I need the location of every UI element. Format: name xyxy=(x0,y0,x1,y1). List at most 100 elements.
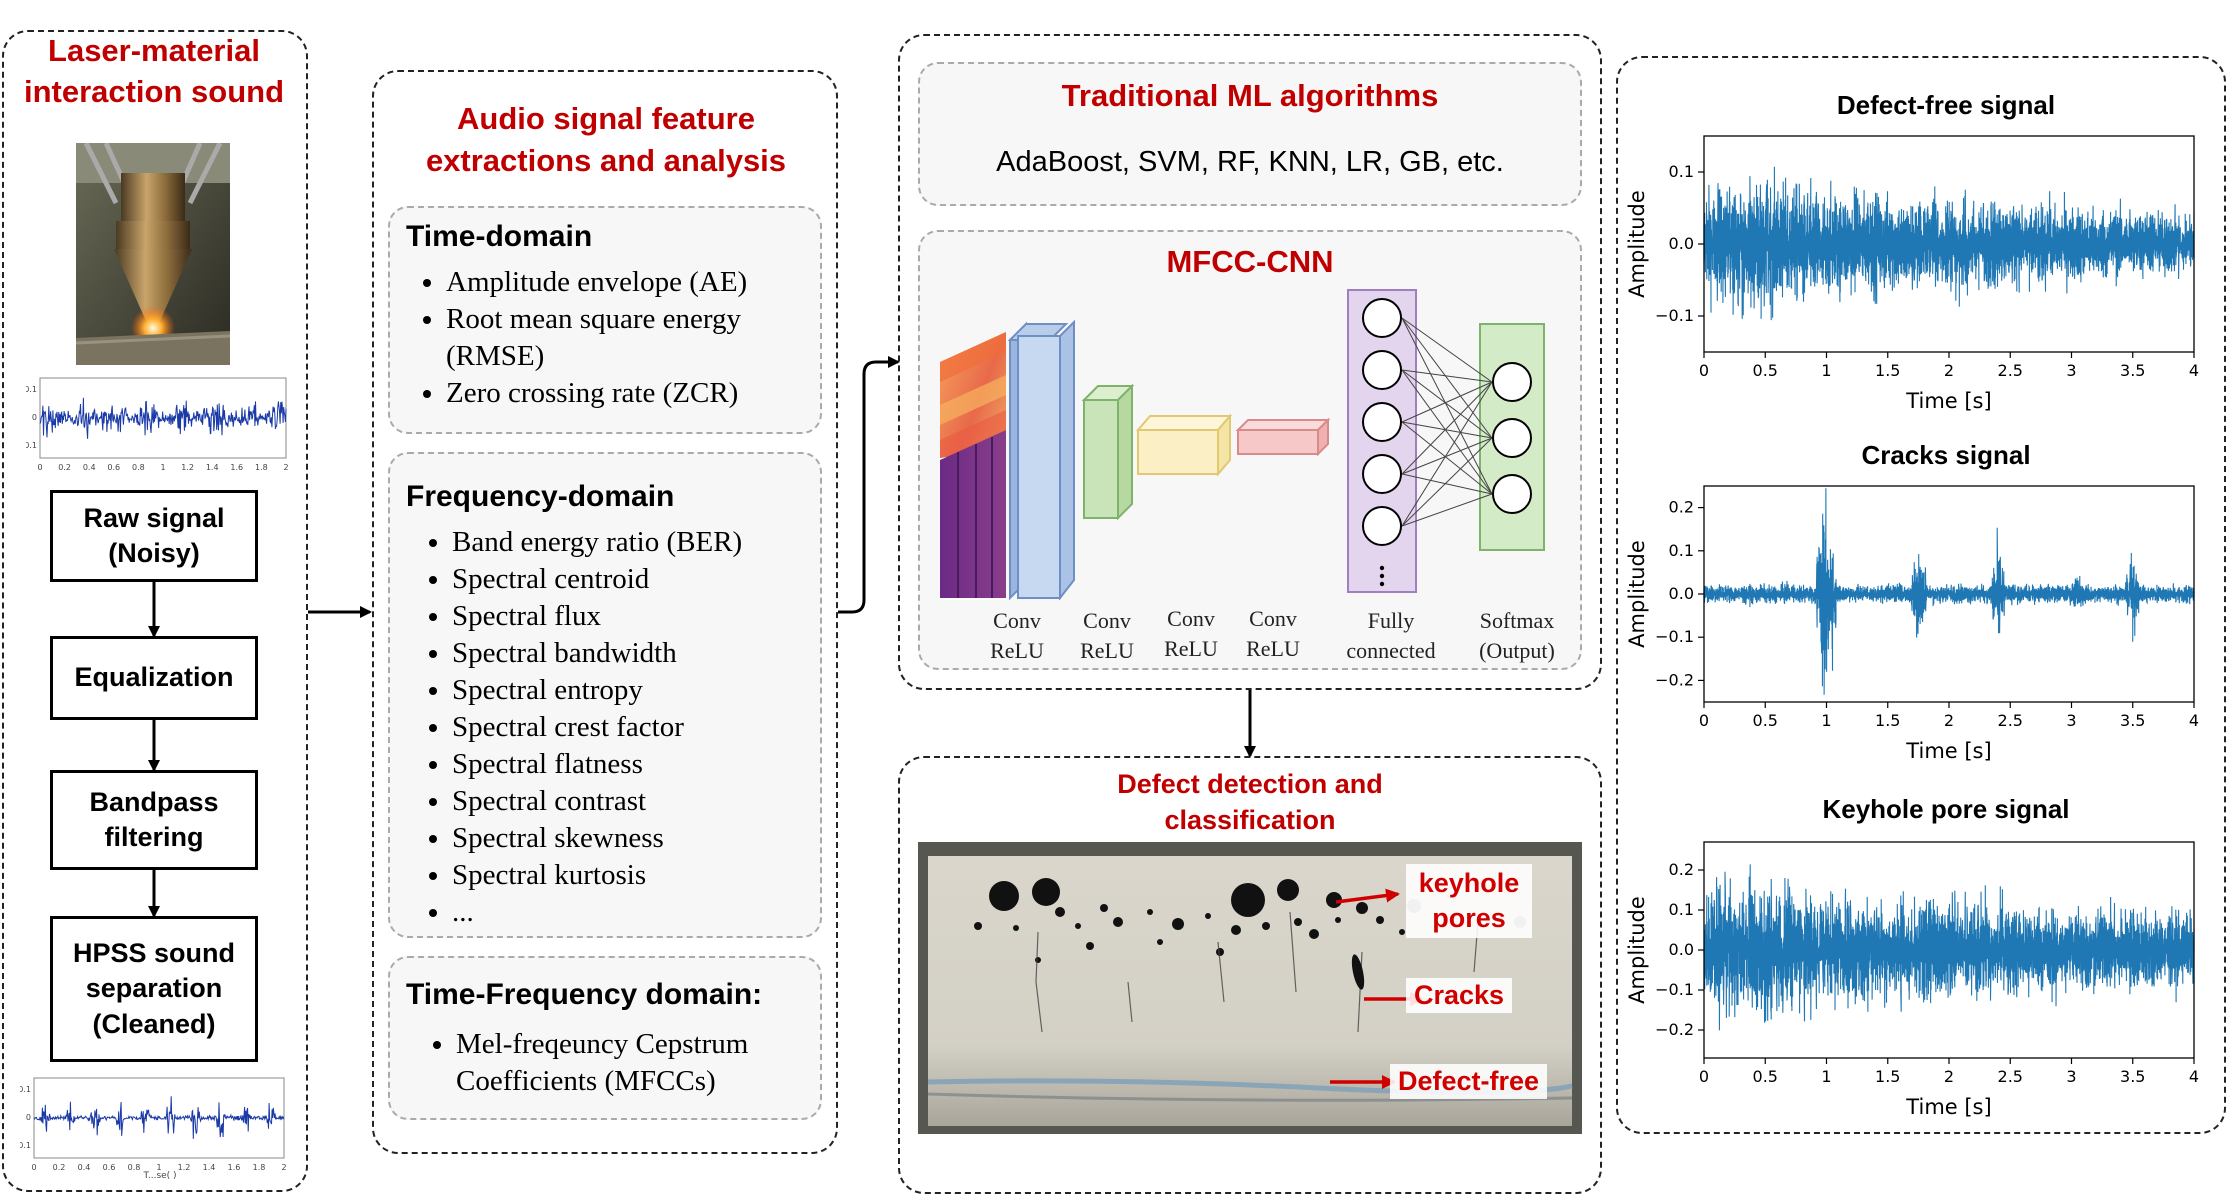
fc-ellipsis xyxy=(1379,565,1385,587)
x-tick-label: 0.5 xyxy=(1753,361,1778,380)
y-tick-label: −0.2 xyxy=(1655,1020,1694,1039)
cnn-label-conv4: Conv ReLU xyxy=(1246,606,1300,661)
thumb-y-tick: 0.1 xyxy=(20,1085,31,1094)
softmax-node xyxy=(1492,362,1532,402)
x-axis-label: Time [s] xyxy=(1905,389,1991,413)
conv-layer-3 xyxy=(1135,413,1233,477)
time-frequency-box xyxy=(388,956,822,1120)
x-tick-label: 1 xyxy=(1821,711,1831,730)
x-tick-label: 2 xyxy=(1944,361,1954,380)
thumb-x-tick: 1 xyxy=(156,1163,161,1172)
col2-title: Audio signal feature extractions and ana… xyxy=(425,101,787,178)
signal-series xyxy=(1703,166,2195,321)
fc-connection xyxy=(1401,421,1493,495)
thumb-x-tick: 0.8 xyxy=(132,463,145,472)
fc-node xyxy=(1362,454,1402,494)
step-bandpass: Bandpass filtering xyxy=(50,770,258,870)
cnn-title: MFCC-CNN xyxy=(1166,244,1334,279)
cnn-label-softmax: Softmax (Output) xyxy=(1479,608,1555,663)
thumb-y-tick: 0 xyxy=(32,413,37,422)
y-tick-label: 0.1 xyxy=(1669,541,1694,560)
ml-algorithm-list: AdaBoost, SVM, RF, KNN, LR, GB, etc. xyxy=(996,146,1504,178)
fc-connection xyxy=(1401,437,1493,475)
pore xyxy=(1294,918,1302,926)
feature-item: Spectral flatness xyxy=(452,746,852,783)
x-tick-label: 4 xyxy=(2189,361,2199,380)
x-tick-label: 2.5 xyxy=(1998,1067,2023,1086)
y-tick-label: −0.1 xyxy=(1655,627,1694,646)
y-tick-label: −0.2 xyxy=(1655,670,1694,689)
y-tick-label: 0.2 xyxy=(1669,860,1694,879)
pore xyxy=(1335,917,1341,923)
pore xyxy=(1376,916,1384,924)
signals-panel xyxy=(1616,56,2226,1134)
arrow-col2-to-col3 xyxy=(838,356,900,614)
y-axis-label: Amplitude xyxy=(1626,540,1649,648)
pore xyxy=(1075,923,1081,929)
thumb-y-tick: -0.1 xyxy=(20,1141,31,1150)
softmax-node xyxy=(1492,474,1532,514)
label-keyhole-pores: keyhole pores xyxy=(1406,864,1532,938)
y-tick-label: −0.1 xyxy=(1655,980,1694,999)
pore xyxy=(1231,925,1241,935)
chart-defect-free: 0 0.5 1 1.5 2 2.5 3 3.5 4 0.1 0.0 −0.1 Time [s] Ampli… xyxy=(1626,135,2199,413)
time-frequency-list: Mel-freqeuncy Cepstrum Coefficients (MFC… xyxy=(410,1026,846,1100)
cnn-label-conv1: Conv ReLU xyxy=(990,608,1044,663)
fc-node xyxy=(1362,402,1402,442)
chart-title-keyhole: Keyhole pore signal xyxy=(1822,794,2070,824)
ml-title: Traditional ML algorithms xyxy=(1061,78,1439,113)
thumb-x-tick: 1.6 xyxy=(228,1163,241,1172)
fc-node xyxy=(1362,350,1402,390)
x-tick-label: 2.5 xyxy=(1998,361,2023,380)
time-domain-heading: Time-domain xyxy=(406,220,593,253)
feature-item: Spectral centroid xyxy=(452,561,852,598)
cleaned-signal-thumbnail: 0 0.2 0.4 0.6 0.8 1 1.2 1.4 1.6 1.8 2 0.1 0 -0.1 T...… xyxy=(20,1077,287,1181)
y-tick-label: 0.0 xyxy=(1669,940,1694,959)
ml-box xyxy=(918,62,1582,206)
frequency-domain-list: Band energy ratio (BER) Spectral centroi… xyxy=(406,524,852,931)
fc-connection xyxy=(1401,369,1493,495)
laser-head-image xyxy=(76,143,230,365)
defect-title: Defect detection and classification xyxy=(1117,769,1383,835)
pore xyxy=(1309,929,1319,939)
fc-connection xyxy=(1401,493,1493,527)
fc-connection xyxy=(1401,421,1493,439)
cnn-label-fc: Fully connected xyxy=(1346,608,1436,663)
x-tick-label: 1 xyxy=(1821,1067,1831,1086)
cnn-label-conv2: Conv ReLU xyxy=(1080,608,1134,663)
frequency-domain-heading: Frequency-domain xyxy=(406,480,675,513)
pore xyxy=(1086,942,1094,950)
thumb-x-tick: 1 xyxy=(160,463,165,472)
fc-connection xyxy=(1401,381,1493,527)
thumb-y-tick: -0.1 xyxy=(26,441,37,450)
step-raw-signal: Raw signal (Noisy) xyxy=(50,490,258,582)
pore xyxy=(1157,939,1163,945)
raw-signal-thumbnail: 0 0.2 0.4 0.6 0.8 1 1.2 1.4 1.6 1.8 2 0.1 0 -0.1 xyxy=(26,374,292,474)
thumb-x-tick: 1.4 xyxy=(206,463,219,472)
x-tick-label: 0.5 xyxy=(1753,711,1778,730)
x-tick-label: 3 xyxy=(2066,361,2076,380)
feature-item: Zero crossing rate (ZCR) xyxy=(446,375,846,412)
time-domain-list: Amplitude envelope (AE) Root mean square… xyxy=(400,264,846,412)
feature-item: Spectral crest factor xyxy=(452,709,852,746)
x-tick-label: 0 xyxy=(1699,711,1709,730)
defect-panel xyxy=(898,756,1602,1194)
thumb-x-tick: 1.2 xyxy=(178,1163,191,1172)
feature-item: Spectral flux xyxy=(452,598,852,635)
y-tick-label: 0.0 xyxy=(1669,584,1694,603)
models-panel xyxy=(898,34,1602,690)
x-tick-label: 2.5 xyxy=(1998,711,2023,730)
pore xyxy=(1356,902,1368,914)
feature-item: ... xyxy=(452,894,852,931)
fc-connection xyxy=(1401,369,1493,383)
pore xyxy=(1032,878,1060,906)
thumb-x-tick: 1.6 xyxy=(230,463,243,472)
x-tick-label: 1.5 xyxy=(1875,711,1900,730)
x-tick-label: 1.5 xyxy=(1875,1067,1900,1086)
pore xyxy=(1147,909,1153,915)
time-domain-box xyxy=(388,206,822,434)
pore xyxy=(1100,904,1108,912)
x-tick-label: 2 xyxy=(1944,1067,1954,1086)
conv-layer-2 xyxy=(1081,383,1135,521)
